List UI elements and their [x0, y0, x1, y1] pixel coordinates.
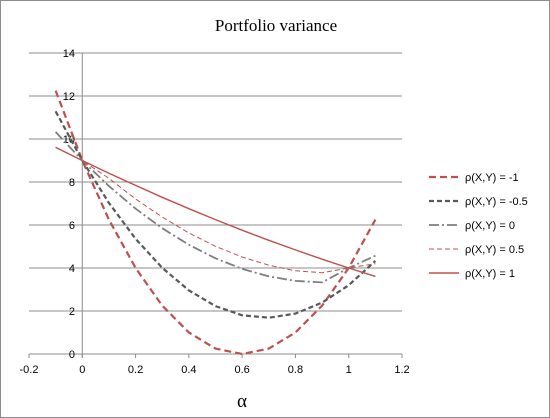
y-tick-label: 4 [69, 263, 75, 275]
chart-title: Portfolio variance [215, 16, 337, 35]
x-tick-label: 1.2 [394, 364, 409, 376]
x-tick-labels: -0.2 0 0.2 0.4 0.6 0.8 1 1.2 [20, 364, 410, 376]
series-line-0 [54, 90, 377, 356]
gridlines [29, 52, 402, 312]
series-line-2 [54, 131, 376, 284]
y-tick-label: 14 [63, 48, 75, 60]
legend: ρ(X,Y) = -1 ρ(X,Y) = -0.5 ρ(X,Y) = 0 ρ(X,Y)… [429, 172, 528, 280]
x-tick-label: -0.2 [20, 364, 39, 376]
legend-entry-4: ρ(X,Y) = 1 [465, 268, 515, 280]
x-tick-label: 0.4 [181, 364, 196, 376]
x-tick-label: 1 [346, 364, 352, 376]
legend-entry-2: ρ(X,Y) = 0 [465, 220, 515, 232]
x-tick-label: 0 [79, 364, 85, 376]
y-tick-label: 8 [69, 177, 75, 189]
axes [28, 53, 403, 358]
x-tick-label: 0.2 [128, 364, 143, 376]
y-tick-label: 2 [69, 306, 75, 318]
y-tick-label: 6 [69, 220, 75, 232]
x-axis-label: α [237, 391, 247, 412]
plot-area [54, 90, 377, 356]
x-tick-label: 0.6 [234, 364, 249, 376]
series-line-4 [55, 146, 376, 278]
legend-entry-1: ρ(X,Y) = -0.5 [465, 196, 528, 208]
y-tick-label: 12 [63, 91, 75, 103]
legend-entry-0: ρ(X,Y) = -1 [465, 172, 519, 184]
y-tick-label: 0 [69, 349, 75, 361]
series-line-1 [54, 110, 377, 319]
x-tick-label: 0.8 [288, 364, 303, 376]
legend-entry-3: ρ(X,Y) = 0.5 [465, 244, 524, 256]
series-line-3 [55, 146, 376, 274]
